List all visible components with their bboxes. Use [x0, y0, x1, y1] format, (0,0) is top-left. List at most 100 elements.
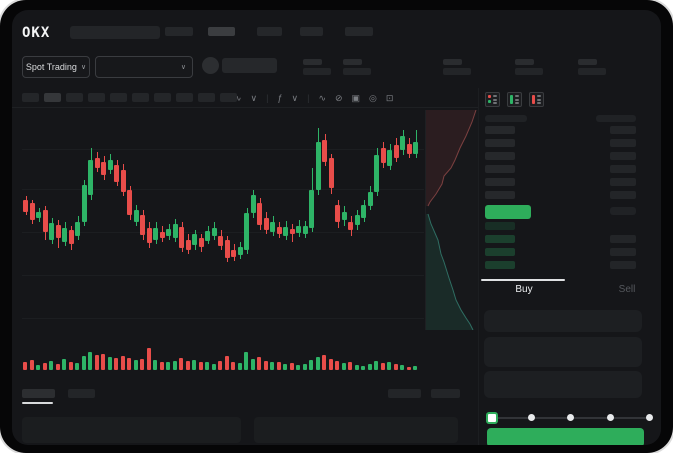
ticker-stat-label	[443, 59, 462, 65]
nav-item-1[interactable]	[208, 27, 235, 36]
gridline	[22, 318, 424, 319]
ask-row-price[interactable]	[485, 139, 515, 147]
timeframe-button-5[interactable]	[132, 93, 149, 102]
timeframe-button-0[interactable]	[22, 93, 39, 102]
ask-row-price[interactable]	[485, 165, 515, 173]
chart-tool-icon-2[interactable]: ƒ	[277, 93, 283, 103]
slider-stop[interactable]	[527, 414, 535, 421]
volume-bar	[42, 363, 47, 370]
orderbook-view-combined-icon[interactable]	[485, 92, 500, 107]
ask-row-price[interactable]	[485, 191, 515, 199]
chart-tool-icon-6[interactable]: ▣	[351, 92, 361, 103]
chart-tool-icon-3[interactable]: ∨	[291, 92, 299, 103]
slider-stop[interactable]	[567, 414, 574, 421]
tab-sell[interactable]: Sell	[618, 284, 636, 295]
candle-body	[205, 231, 210, 241]
toolbar-separator: |	[307, 93, 310, 103]
ask-row-price[interactable]	[485, 178, 515, 186]
depth-svg	[426, 109, 477, 331]
bid-row-price[interactable]	[485, 235, 515, 243]
bottom-tab-1[interactable]	[68, 389, 95, 398]
timeframe-button-7[interactable]	[176, 93, 193, 102]
trade-form-field-1[interactable]	[484, 337, 642, 367]
ask-row-amount[interactable]	[610, 191, 636, 199]
candle-body	[140, 215, 145, 235]
chart-tool-icon-5[interactable]: ⊘	[334, 92, 343, 103]
candle-body	[55, 225, 61, 238]
bottom-tab-0[interactable]	[22, 389, 55, 398]
slider-handle[interactable]	[486, 412, 498, 424]
candle-body	[328, 158, 334, 188]
volume-bar	[133, 360, 138, 370]
candle-body	[192, 234, 197, 245]
slider-stop[interactable]	[646, 414, 653, 421]
slider-stop[interactable]	[606, 414, 614, 421]
candle-body	[49, 223, 54, 240]
ticker-stat-value	[343, 68, 371, 75]
orderbook-view-bids-icon[interactable]	[507, 92, 522, 107]
chart-tool-icon-1[interactable]: ∨	[250, 92, 258, 103]
timeframe-button-4[interactable]	[110, 93, 127, 102]
ask-row-amount[interactable]	[610, 178, 636, 186]
bottom-tab-2[interactable]	[388, 389, 421, 398]
gridline	[22, 189, 424, 190]
timeframe-button-6[interactable]	[154, 93, 171, 102]
trade-form-field-0[interactable]	[484, 310, 642, 332]
nav-item-2[interactable]	[257, 27, 282, 36]
volume-bar	[380, 363, 385, 370]
candle-body	[36, 212, 41, 218]
volume-bar	[166, 362, 170, 370]
timeframe-button-8[interactable]	[198, 93, 215, 102]
tab-buy[interactable]: Buy	[515, 284, 533, 295]
okx-logo: OKX	[22, 25, 51, 41]
ask-row-amount[interactable]	[610, 126, 636, 134]
market-type-dropdown[interactable]: Spot Trading ∨	[22, 56, 90, 78]
timeframe-button-1[interactable]	[44, 93, 61, 102]
candle-body	[335, 205, 340, 222]
volume-bar	[257, 357, 261, 370]
ask-row-amount[interactable]	[610, 152, 636, 160]
volume-bar	[88, 352, 92, 370]
candle-body	[263, 218, 269, 230]
chart-tool-icon-7[interactable]: ◎	[369, 92, 377, 103]
ask-row-price[interactable]	[485, 126, 515, 134]
bid-row-amount[interactable]	[610, 235, 636, 243]
bid-row-amount[interactable]	[610, 261, 636, 269]
chart-tool-icon-0[interactable]: ∿	[234, 92, 242, 103]
pair-selector-dropdown[interactable]: ∨	[95, 56, 193, 78]
ticker-stat-value	[515, 68, 543, 75]
ask-row-amount[interactable]	[610, 165, 636, 173]
volume-bar	[302, 364, 307, 370]
timeframe-button-9[interactable]	[220, 93, 237, 102]
timeframe-button-2[interactable]	[66, 93, 83, 102]
volume-bar	[120, 356, 125, 370]
bid-row-amount[interactable]	[610, 248, 636, 256]
candle-body	[185, 240, 191, 250]
last-price-badge[interactable]	[485, 205, 531, 219]
ask-row-amount[interactable]	[610, 139, 636, 147]
nav-item-0[interactable]	[165, 27, 193, 36]
chart-tool-icon-8[interactable]: ⊡	[385, 92, 394, 103]
bottom-tab-3[interactable]	[431, 389, 460, 398]
nav-item-3[interactable]	[300, 27, 323, 36]
chart-tool-icon-4[interactable]: ∿	[318, 92, 326, 103]
candle-body	[380, 148, 386, 163]
search-input[interactable]	[70, 26, 160, 39]
bid-row-price[interactable]	[485, 248, 515, 256]
candlestick-chart[interactable]	[22, 110, 424, 335]
volume-bar	[348, 362, 352, 370]
candle-body	[400, 136, 405, 150]
bid-row-price[interactable]	[485, 222, 515, 230]
trade-form-field-2[interactable]	[484, 371, 642, 398]
volume-bar	[341, 363, 346, 370]
timeframe-button-3[interactable]	[88, 93, 105, 102]
volume-bar	[393, 364, 398, 370]
ask-row-price[interactable]	[485, 152, 515, 160]
nav-item-4[interactable]	[345, 27, 373, 36]
volume-bar	[62, 359, 66, 370]
candle-body	[387, 150, 392, 166]
buy-submit-button[interactable]	[487, 428, 644, 445]
bid-row-price[interactable]	[485, 261, 515, 269]
volume-bar	[244, 352, 248, 370]
orderbook-view-asks-icon[interactable]	[529, 92, 544, 107]
